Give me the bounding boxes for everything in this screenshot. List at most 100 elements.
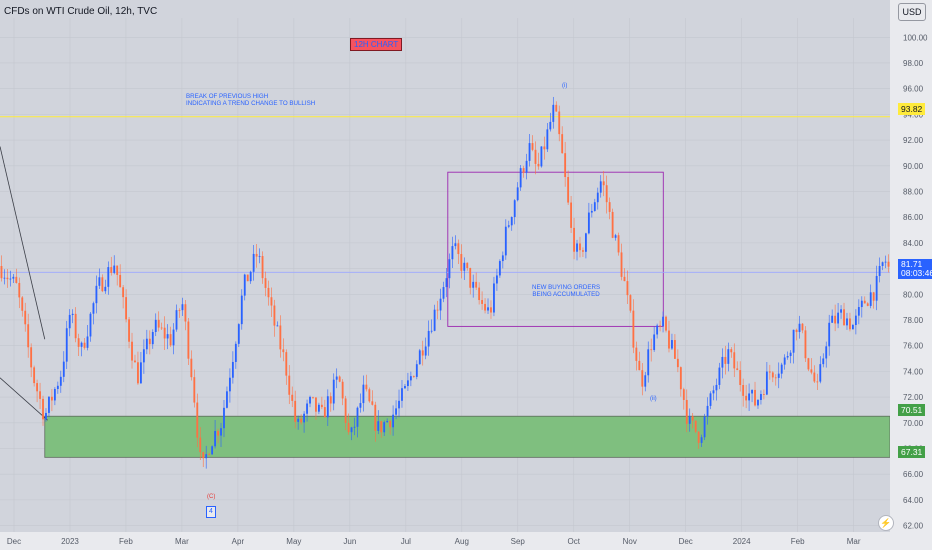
wave-label-i: (i) xyxy=(562,83,568,89)
break-note-line-2: INDICATING A TREND CHANGE TO BULLISH xyxy=(186,100,316,107)
candle-body xyxy=(33,367,36,384)
candle-body xyxy=(125,297,128,320)
candle-body xyxy=(223,407,225,429)
trend-line-upper xyxy=(0,146,46,340)
candle-body xyxy=(872,292,875,301)
candle-body xyxy=(433,309,436,331)
candle-body xyxy=(226,391,228,408)
candle-body xyxy=(745,395,748,401)
candle-body xyxy=(564,153,567,178)
candle-body xyxy=(736,368,739,371)
countdown-value: 08:03:46 xyxy=(901,268,932,278)
candle-body xyxy=(807,358,810,370)
candle-body xyxy=(668,330,670,349)
candle-body xyxy=(341,381,344,399)
lightning-icon[interactable]: ⚡ xyxy=(878,515,894,531)
candle-body xyxy=(116,265,119,275)
y-tick-label: 84.00 xyxy=(903,239,924,248)
candle-body xyxy=(217,430,219,436)
level-lines xyxy=(0,116,890,273)
candle-body xyxy=(365,384,368,390)
candle-body xyxy=(42,398,44,420)
candle-body xyxy=(659,325,662,327)
candle-body xyxy=(739,370,742,386)
candle-body xyxy=(160,327,163,329)
trend-line-lower xyxy=(0,377,48,421)
candle-body xyxy=(632,310,635,348)
candle-body xyxy=(587,212,590,234)
candle-body xyxy=(406,380,409,387)
candle-body xyxy=(332,379,335,404)
candle-body xyxy=(71,313,74,315)
candle-body xyxy=(154,319,157,333)
candle-body xyxy=(320,404,323,408)
candle-body xyxy=(297,418,300,422)
candle-body xyxy=(36,383,39,392)
candle-body xyxy=(709,393,712,406)
candle-body xyxy=(576,243,578,252)
candle-body xyxy=(498,261,501,276)
candle-body xyxy=(697,431,700,443)
candle-body xyxy=(172,329,175,346)
candle-body xyxy=(451,246,454,260)
candle-body xyxy=(635,347,638,361)
candle-body xyxy=(751,389,753,394)
candle-body xyxy=(840,309,842,313)
chart-title: CFDs on WTI Crude Oil, 12h, TVC xyxy=(4,6,158,17)
candle-body xyxy=(92,303,95,314)
candle-body xyxy=(279,325,282,350)
candle-body xyxy=(831,315,834,323)
candle-body xyxy=(733,352,736,369)
candle-body xyxy=(6,277,9,280)
candle-body xyxy=(208,454,211,456)
break-note: BREAK OF PREVIOUS HIGH INDICATING A TREN… xyxy=(186,93,315,107)
candle-body xyxy=(454,243,457,247)
candle-body xyxy=(62,361,65,377)
candle-body xyxy=(131,341,133,361)
candle-body xyxy=(59,376,62,386)
candle-body xyxy=(700,437,703,443)
candle-body xyxy=(795,329,798,332)
candle-body xyxy=(869,292,872,306)
x-tick-label: Jul xyxy=(401,537,411,546)
candle-body xyxy=(676,358,679,368)
candle-body xyxy=(478,287,481,301)
candle-body xyxy=(240,295,243,325)
candle-body xyxy=(86,336,89,348)
candle-body xyxy=(368,389,371,402)
candle-body xyxy=(77,338,80,347)
candle-body xyxy=(323,407,326,418)
x-tick-label: Feb xyxy=(791,537,805,546)
x-tick-label: Nov xyxy=(623,537,637,546)
candle-body xyxy=(495,275,498,284)
candle-body xyxy=(626,281,629,296)
candle-body xyxy=(816,381,819,383)
candle-body xyxy=(537,163,540,167)
candle-body xyxy=(412,376,415,377)
current-price-tag: 81.71 08:03:46 xyxy=(898,259,932,279)
candle-body xyxy=(306,403,308,414)
candle-body xyxy=(810,369,813,373)
zone-bottom-tag: 67.31 xyxy=(898,446,926,458)
candle-body xyxy=(377,421,380,431)
break-note-line-1: BREAK OF PREVIOUS HIGH xyxy=(186,93,269,100)
buying-note-line-1: NEW BUYING ORDERS xyxy=(532,284,601,291)
candle-body xyxy=(184,304,187,322)
candle-body xyxy=(169,334,172,346)
candle-body xyxy=(356,407,359,427)
candle-body xyxy=(834,315,837,324)
candle-body xyxy=(525,160,528,173)
candle-body xyxy=(466,262,469,268)
x-tick-label: Dec xyxy=(7,537,21,546)
candle-body xyxy=(312,396,314,398)
candle-body xyxy=(798,323,801,332)
candle-body xyxy=(107,267,110,287)
time-axis[interactable]: Dec 2023 Feb Mar Apr May Jun Jul Aug Sep Oct Nov Dec… xyxy=(0,532,890,550)
candle-body xyxy=(157,319,160,328)
candle-body xyxy=(15,276,18,283)
currency-button[interactable]: USD xyxy=(898,3,926,21)
candle-body xyxy=(175,310,178,330)
candle-body xyxy=(252,253,255,272)
